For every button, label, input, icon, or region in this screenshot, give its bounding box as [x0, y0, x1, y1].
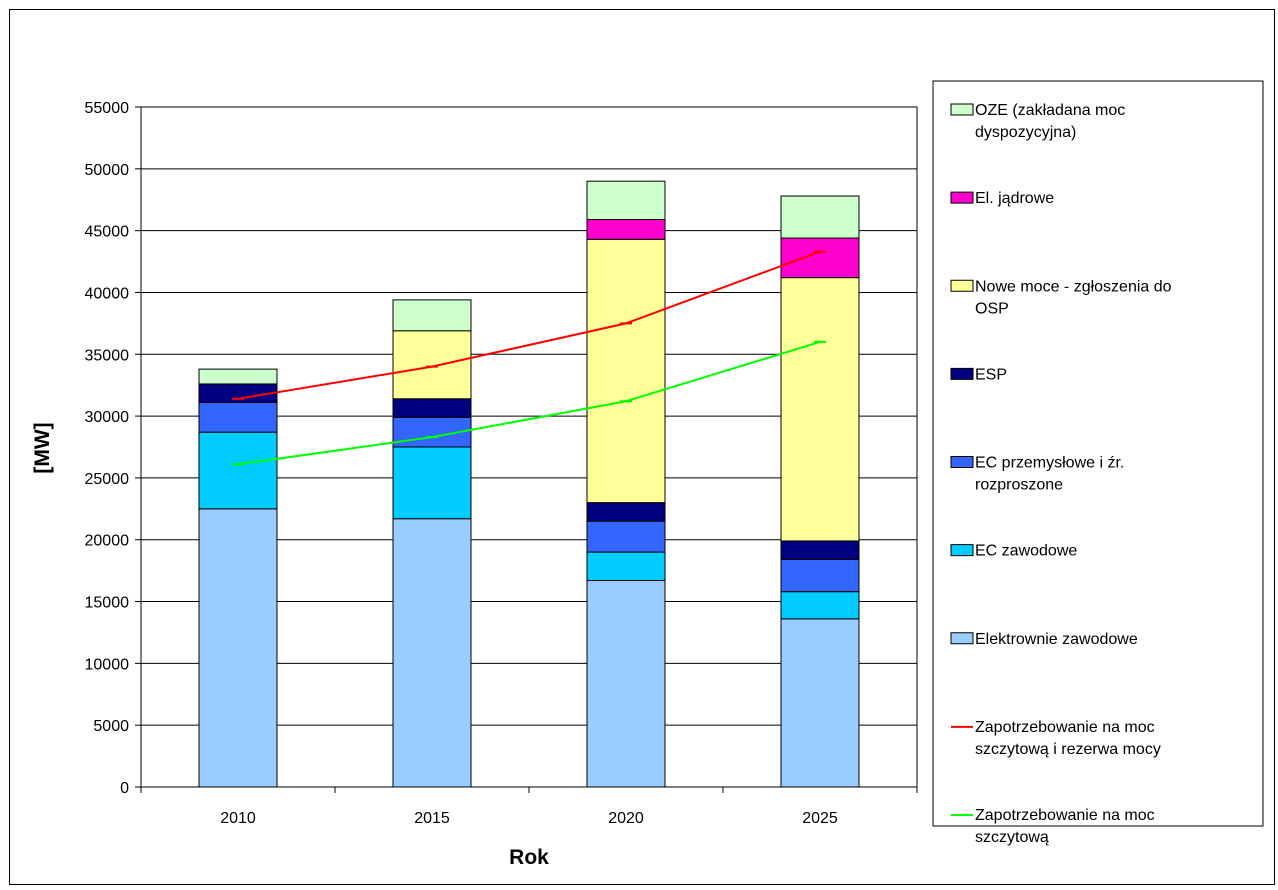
- bar-segment: [586, 551, 666, 582]
- legend-swatch: [950, 456, 974, 468]
- x-axis-title: Rok: [509, 846, 549, 869]
- y-tick-label: 45000: [85, 224, 130, 241]
- legend-label: Nowe moce - zgłoszenia do: [975, 278, 1172, 295]
- legend-label: Elektrownie zawodowe: [975, 631, 1138, 648]
- x-tick-labels: 2010 2015 2020 2025: [220, 810, 838, 827]
- legend-swatch: [950, 103, 974, 116]
- legend: OZE (zakładana moc dyspozycyjna) El. jądro…: [932, 80, 1264, 846]
- bar-segment: [198, 368, 278, 385]
- y-axis-title: [MW]: [31, 422, 54, 473]
- legend-label-line2: OSP: [975, 300, 1009, 317]
- x-tick-label: 2015: [414, 810, 450, 827]
- x-tick-label: 2020: [608, 810, 644, 827]
- bar-segment: [780, 618, 860, 788]
- y-tick-label: 10000: [85, 656, 130, 673]
- bar-segment: [586, 219, 666, 240]
- series-line: [237, 340, 821, 466]
- bar-segment: [586, 238, 666, 504]
- bar-segment: [392, 330, 472, 400]
- legend-swatch: [950, 367, 974, 380]
- series-line: [237, 250, 821, 400]
- legend-label-line2: rozproszone: [975, 477, 1063, 494]
- legend-label: EC przemysłowe i źr.: [975, 455, 1124, 472]
- y-tick-labels: 0 5000 10000 15000 20000 25000 30000 35000 40000…: [85, 100, 130, 797]
- legend-label: EC zawodowe: [975, 543, 1077, 560]
- bar-segment: [392, 518, 472, 788]
- bar-segment: [392, 299, 472, 332]
- bar-segment: [392, 446, 472, 520]
- bar-segment: [198, 401, 278, 433]
- bar-segment: [780, 591, 860, 620]
- bars: [198, 180, 860, 788]
- y-tick-label: 0: [120, 780, 129, 797]
- legend-box: [932, 80, 1264, 827]
- bar-segment: [780, 277, 860, 542]
- legend-label-line2: szczytową: [975, 829, 1049, 846]
- legend-swatch: [950, 191, 974, 204]
- y-tick-label: 5000: [93, 718, 129, 735]
- y-tick-label: 55000: [85, 100, 130, 117]
- legend-swatch: [950, 544, 974, 557]
- legend-label: Zapotrzebowanie na moc: [975, 719, 1155, 736]
- bar-segment: [586, 180, 666, 221]
- y-tick-label: 40000: [85, 285, 130, 302]
- x-tick-label: 2025: [802, 810, 838, 827]
- y-tick-label: 20000: [85, 533, 130, 550]
- legend-label: Zapotrzebowanie na moc: [975, 807, 1155, 824]
- legend-swatch: [950, 279, 974, 292]
- y-tick-label: 30000: [85, 409, 130, 426]
- y-tick-label: 25000: [85, 471, 130, 488]
- bar-segment: [586, 502, 666, 522]
- bar-segment: [392, 398, 472, 418]
- bar-segment: [780, 540, 860, 561]
- series-lines: [232, 250, 826, 466]
- bar-segment: [198, 431, 278, 510]
- legend-label: OZE (zakładana moc: [975, 102, 1125, 119]
- y-tick-label: 35000: [85, 347, 130, 364]
- x-tick-label: 2010: [220, 810, 256, 827]
- legend-label-line2: dyspozycyjna): [975, 124, 1076, 141]
- bar-segment: [780, 559, 860, 593]
- y-tick-label: 15000: [85, 595, 130, 612]
- legend-label: ESP: [975, 366, 1007, 383]
- legend-label: El. jądrowe: [975, 190, 1054, 207]
- bar-segment: [198, 508, 278, 788]
- bar-segment: [780, 195, 860, 239]
- axes: [135, 106, 918, 793]
- y-tick-label: 50000: [85, 162, 130, 179]
- legend-label-line2: szczytową i rezerwa mocy: [975, 741, 1161, 758]
- legend-swatch: [950, 632, 974, 645]
- bar-segment: [586, 580, 666, 788]
- bar-segment: [586, 520, 666, 553]
- bar-segment: [780, 237, 860, 279]
